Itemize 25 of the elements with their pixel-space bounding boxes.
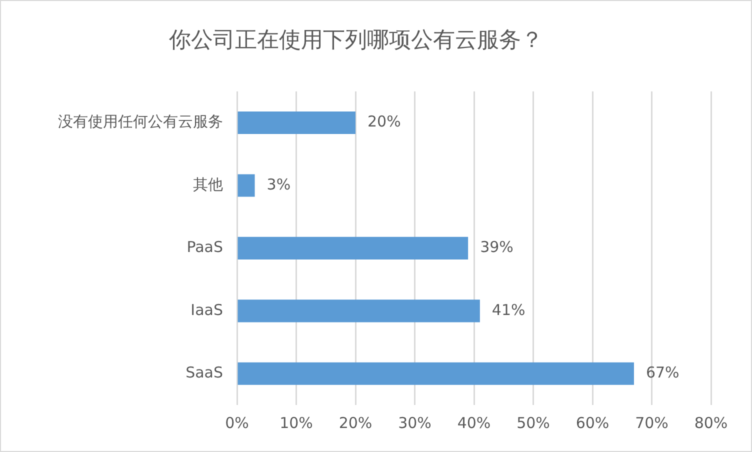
y-tick-label: 其他 <box>193 175 223 194</box>
bar <box>238 362 634 385</box>
x-tick-label: 70% <box>635 414 668 432</box>
bar <box>238 236 468 260</box>
bar <box>238 111 356 134</box>
bar <box>238 300 480 322</box>
y-tick-label: PaaS <box>186 238 223 256</box>
y-tick-label: IaaS <box>190 300 223 319</box>
data-label: 20% <box>368 112 401 131</box>
x-tick-label: 20% <box>338 414 372 432</box>
x-tick-label: 0% <box>225 414 249 432</box>
chart-title: 你公司正在使用下列哪项公有云服务？ <box>168 28 543 53</box>
y-tick-label: 没有使用任何公有云服务 <box>58 112 223 131</box>
x-tick-label: 10% <box>280 414 313 432</box>
bar <box>238 174 255 197</box>
x-tick-label: 50% <box>516 414 550 432</box>
data-label: 3% <box>266 175 291 194</box>
x-tick-label: 60% <box>576 414 610 432</box>
data-label: 67% <box>646 364 680 382</box>
x-tick-label: 40% <box>457 414 491 432</box>
x-tick-label: 80% <box>694 414 728 432</box>
x-tick-label: 30% <box>398 414 432 432</box>
y-tick-label: SaaS <box>186 364 223 382</box>
data-label: 39% <box>480 238 514 256</box>
data-label: 41% <box>492 300 526 319</box>
